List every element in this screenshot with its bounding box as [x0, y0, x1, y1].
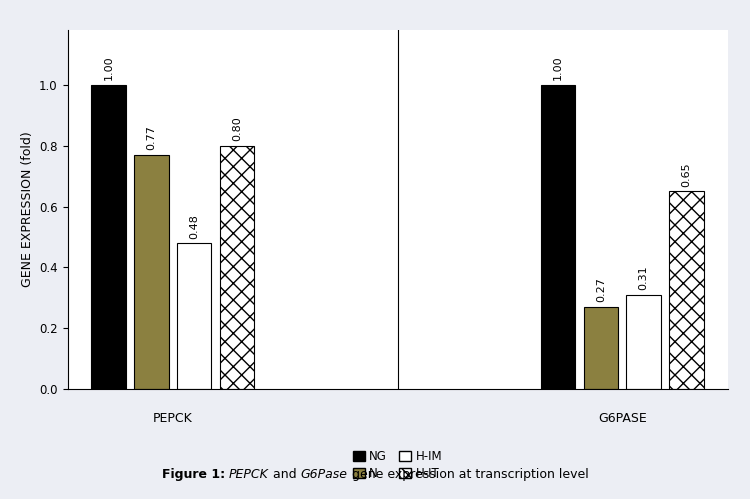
Bar	[134, 155, 169, 389]
Bar	[669, 191, 704, 389]
Text: 1.00: 1.00	[553, 55, 563, 80]
Bar	[177, 243, 212, 389]
Text: PEPCK: PEPCK	[230, 468, 269, 481]
Text: 0.31: 0.31	[638, 265, 649, 290]
Text: gene expression at transcription level: gene expression at transcription level	[347, 468, 588, 481]
Bar	[626, 295, 661, 389]
Bar	[220, 146, 254, 389]
Text: 0.48: 0.48	[189, 214, 200, 239]
Bar	[584, 307, 618, 389]
Bar	[541, 85, 575, 389]
Text: 0.65: 0.65	[682, 162, 692, 187]
Y-axis label: GENE EXPRESSION (fold): GENE EXPRESSION (fold)	[20, 132, 34, 287]
Text: 0.80: 0.80	[232, 116, 242, 141]
Text: G6PASE: G6PASE	[598, 412, 646, 425]
Text: Figure 1:: Figure 1:	[162, 468, 230, 481]
Text: and: and	[269, 468, 301, 481]
Legend: NG, N, H-IM, H-IT: NG, N, H-IM, H-IT	[348, 446, 447, 485]
Text: PEPCK: PEPCK	[153, 412, 193, 425]
Bar	[92, 85, 126, 389]
Text: 0.77: 0.77	[146, 125, 157, 150]
Text: 0.27: 0.27	[596, 277, 606, 302]
Text: G6Pase: G6Pase	[301, 468, 348, 481]
Text: 1.00: 1.00	[104, 55, 113, 80]
